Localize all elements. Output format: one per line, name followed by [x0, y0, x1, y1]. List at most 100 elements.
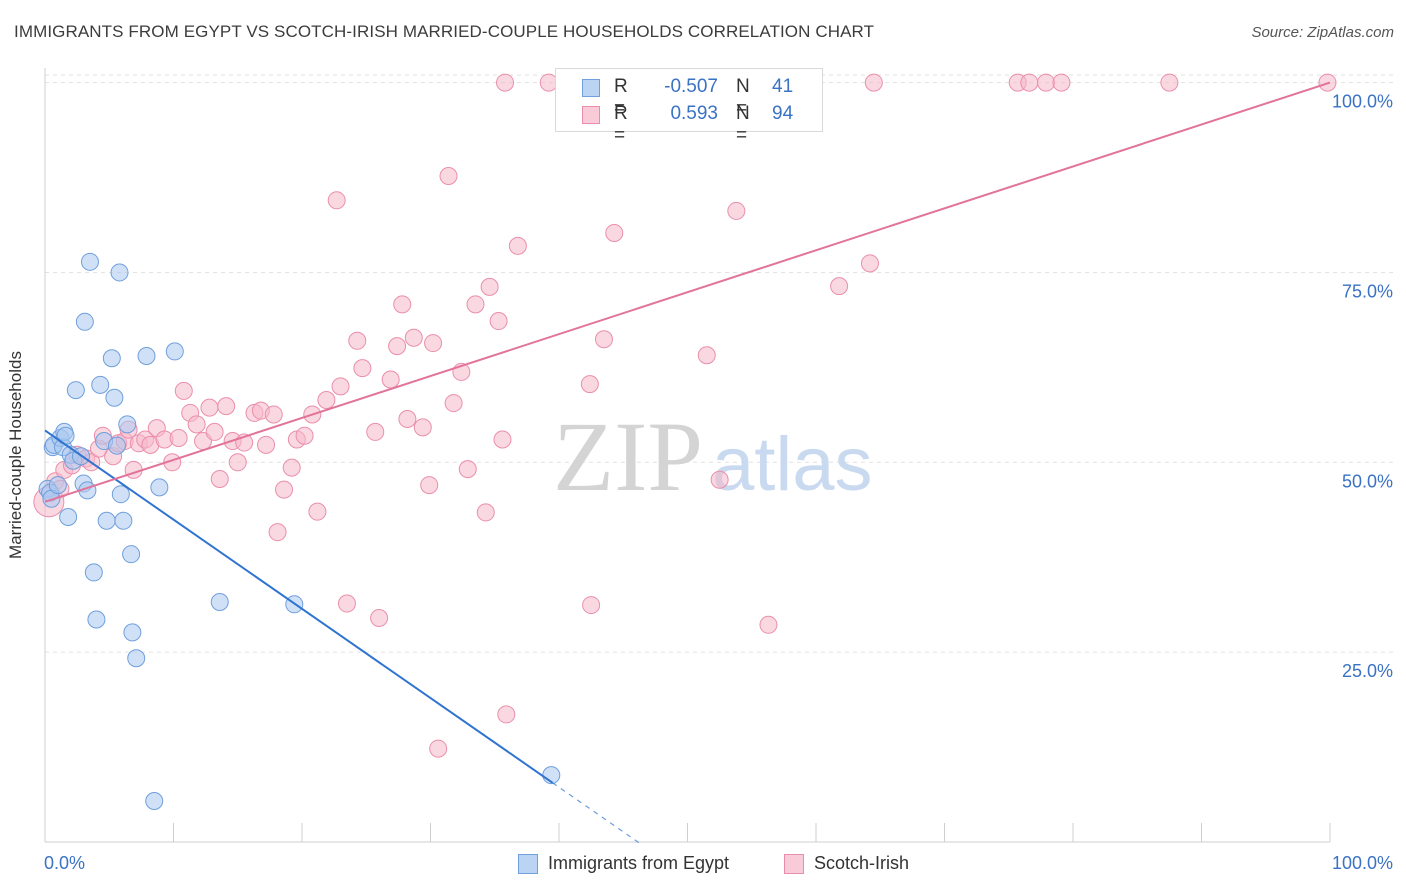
egypt-point	[127, 649, 146, 668]
scotch-irish-point	[413, 418, 432, 437]
scotch-irish-point	[830, 277, 849, 296]
grid-layer	[45, 74, 1395, 653]
legend-n-label: N =	[736, 76, 750, 119]
scotch-irish-point	[497, 705, 516, 724]
watermark-zip: ZIP	[553, 401, 703, 512]
scotch-irish-point	[496, 73, 515, 92]
scotch-irish-point	[295, 426, 314, 445]
scotch-irish-point	[466, 295, 485, 314]
scotch-irish-point	[594, 330, 613, 349]
scotch-irish-point	[308, 502, 327, 521]
scotch-irish-point	[1020, 73, 1039, 92]
x-tick-label-max: 100.0%	[1332, 853, 1393, 873]
scotch-irish-point	[393, 295, 412, 314]
scotch-irish-point	[1052, 73, 1071, 92]
scotch-irish-legend-swatch	[784, 854, 804, 874]
y-tick-label: 50.0%	[1342, 471, 1393, 491]
scotch-irish-trend-line	[44, 81, 1331, 503]
scotch-irish-point	[710, 470, 729, 489]
y-axis-label: Married-couple Households	[6, 351, 25, 559]
scotch-irish-point	[476, 503, 495, 522]
scotch-irish-point	[388, 337, 407, 356]
legend-n-label: N =	[736, 103, 750, 146]
scotch-irish-point	[317, 391, 336, 410]
egypt-trend-line	[44, 429, 554, 784]
chart-title: IMMIGRANTS FROM EGYPT VS SCOTCH-IRISH MA…	[14, 22, 875, 41]
egypt-point	[107, 436, 126, 455]
scotch-irish-point	[444, 394, 463, 413]
egypt-point	[91, 375, 110, 394]
egypt-point	[59, 507, 78, 526]
scotch-irish-point	[187, 415, 206, 434]
scotch-irish-point	[217, 397, 236, 416]
axis-layer	[44, 68, 1331, 843]
scotch-irish-point	[257, 435, 276, 454]
y-tick-label: 100.0%	[1332, 92, 1393, 112]
egypt-point	[118, 415, 137, 434]
egypt-point	[75, 312, 94, 331]
legend-r-value: 0.593	[670, 103, 718, 124]
scotch-irish-point	[348, 331, 367, 350]
egypt-point	[102, 349, 121, 368]
scotch-irish-point	[337, 594, 356, 613]
egypt-trend-extension	[552, 782, 643, 846]
scotch-irish-point	[327, 191, 346, 210]
scotch-irish-point	[282, 458, 301, 477]
y-tick-label: 25.0%	[1342, 661, 1393, 681]
egypt-point	[165, 342, 184, 361]
scotch-irish-point	[1037, 73, 1056, 92]
scotch-irish-point	[697, 346, 716, 365]
scotch-irish-point	[169, 428, 188, 447]
egypt-point	[105, 388, 124, 407]
scotch-irish-point	[275, 480, 294, 499]
watermark: ZIP atlas	[553, 401, 873, 512]
scotch-irish-point	[458, 460, 477, 479]
y-tick-label: 75.0%	[1342, 281, 1393, 301]
egypt-point	[210, 593, 229, 612]
egypt-point	[48, 476, 67, 495]
scotch-irish-point	[210, 470, 229, 489]
scotch-irish-point	[398, 410, 417, 429]
scotch-irish-point	[424, 334, 443, 353]
scotch-irish-point	[864, 73, 883, 92]
scotch-irish-point	[493, 430, 512, 449]
scotch-irish-swatch	[582, 106, 600, 124]
scotch-irish-point	[489, 312, 508, 331]
scotch-irish-point	[508, 236, 527, 255]
scotch-irish-point	[381, 370, 400, 389]
x-tick-label-min: 0.0%	[44, 853, 85, 873]
scotch-irish-point	[580, 375, 599, 394]
scotch-irish-point	[582, 596, 601, 615]
egypt-point	[87, 610, 106, 629]
tick-label-layer: 25.0% 50.0% 75.0% 100.0% 0.0% 100.0%	[44, 92, 1393, 873]
egypt-point	[122, 545, 141, 564]
legend-label-scotch-irish: Scotch-Irish	[814, 853, 910, 873]
egypt-point	[150, 478, 169, 497]
egypt-legend-swatch	[518, 854, 538, 874]
scotch-irish-point	[429, 739, 448, 758]
scotch-irish-point	[353, 359, 372, 378]
scotch-irish-point	[264, 405, 283, 424]
scotch-irish-point	[727, 201, 746, 220]
scotch-irish-point	[370, 608, 389, 627]
legend-n-value: 41	[772, 76, 794, 97]
scotch-irish-point	[1160, 73, 1179, 92]
watermark-atlas: atlas	[712, 422, 873, 507]
correlation-legend: R = -0.507 N = 41 R = 0.593 N = 94	[555, 68, 823, 146]
egypt-point	[145, 791, 164, 810]
legend-label-egypt: Immigrants from Egypt	[548, 853, 730, 873]
scotch-irish-point	[331, 377, 350, 396]
egypt-point	[66, 381, 85, 400]
scotch-irish-point	[174, 381, 193, 400]
scotch-irish-point	[605, 223, 624, 242]
legend-r-value: -0.507	[664, 76, 718, 97]
scotch-irish-point	[228, 453, 247, 472]
scotch-irish-point	[205, 422, 224, 441]
legend-r-label: R =	[614, 103, 628, 146]
scotch-irish-point	[480, 277, 499, 296]
scotch-irish-point	[860, 254, 879, 273]
trend-layer	[44, 81, 1331, 846]
egypt-point	[111, 485, 130, 504]
scotch-irish-point	[366, 422, 385, 441]
